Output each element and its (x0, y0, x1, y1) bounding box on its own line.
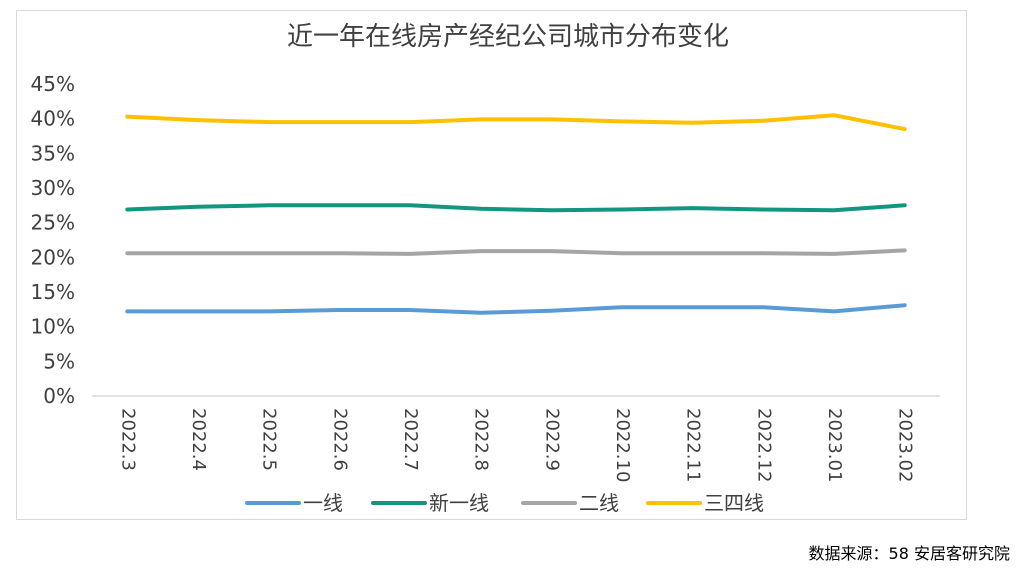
y-tick-label: 30% (31, 176, 75, 200)
y-tick-label: 40% (31, 107, 75, 131)
y-tick-label: 20% (31, 245, 75, 269)
x-axis: 2022.3 2022.4 2022.5 2022.6 2022.7 2022.8 2022… (92, 395, 940, 482)
x-tick-label: 2022.10 (612, 408, 633, 482)
series-group (125, 113, 907, 315)
y-tick-label: 15% (31, 280, 75, 304)
legend-label: 三四线 (704, 491, 764, 515)
legend-label: 新一线 (429, 491, 489, 515)
y-tick-label: 35% (31, 141, 75, 165)
x-tick-label: 2023.01 (824, 408, 845, 482)
x-tick-label: 2022.12 (753, 408, 774, 482)
y-tick-label: 0% (43, 384, 75, 408)
x-tick-label: 2022.8 (471, 408, 492, 471)
x-tick-label: 2023.02 (895, 408, 916, 482)
x-tick-label: 2022.9 (541, 408, 562, 471)
chart-frame (16, 10, 967, 520)
series-line (125, 113, 907, 132)
y-tick-label: 10% (31, 315, 75, 339)
series-line (125, 203, 907, 213)
x-tick-label: 2022.3 (117, 408, 138, 471)
y-tick-label: 25% (31, 211, 75, 235)
x-tick-label: 2022.4 (188, 408, 209, 471)
series-line (125, 248, 907, 256)
chart-title: 近一年在线房产经纪公司城市分布变化 (287, 22, 729, 52)
y-axis: 0% 5% 10% 15% 20% 25% 30% 35% 40% 45% (31, 72, 75, 408)
legend-label: 一线 (303, 491, 343, 515)
y-tick-label: 45% (31, 72, 75, 96)
x-tick-label: 2022.6 (329, 408, 350, 471)
y-tick-label: 5% (43, 349, 75, 373)
x-tick-label: 2022.11 (683, 408, 704, 482)
x-tick-label: 2022.7 (400, 408, 421, 471)
series-line (125, 303, 907, 315)
source-note: 数据来源：58 安居客研究院 (808, 544, 1010, 563)
x-tick-label: 2022.5 (259, 408, 280, 471)
legend-label: 二线 (579, 491, 619, 515)
legend: 一线 新一线 二线 三四线 (245, 491, 764, 515)
